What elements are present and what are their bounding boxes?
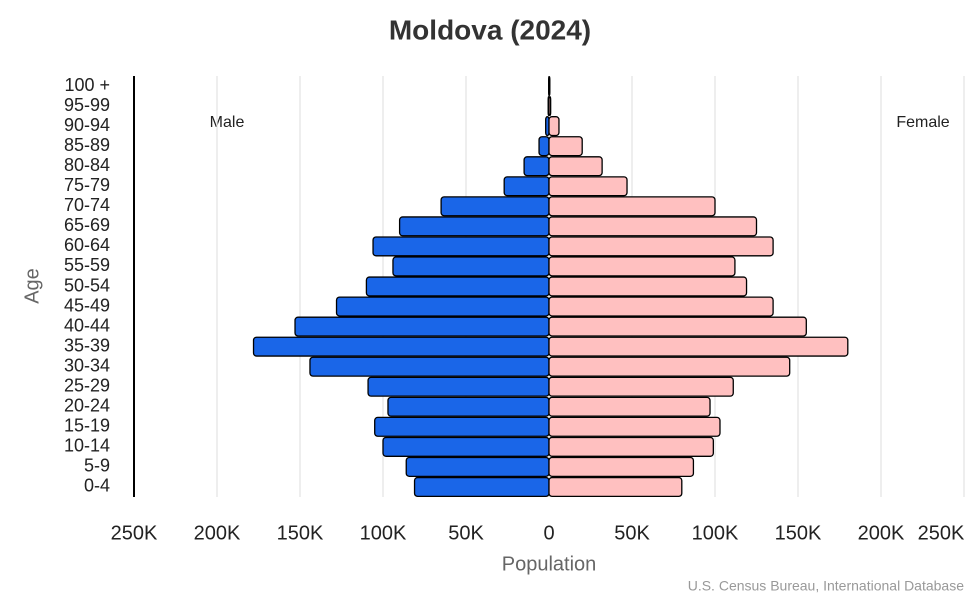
bar: [548, 176, 628, 197]
y-tick-label: 90-94: [64, 115, 110, 135]
legend-male: Male: [210, 114, 245, 131]
x-tick-label: 250K: [111, 522, 158, 544]
bar: [503, 176, 550, 197]
bar: [548, 336, 849, 357]
bar: [523, 156, 550, 177]
y-tick-label: 60-64: [64, 235, 110, 255]
x-tick-label: 150K: [277, 522, 324, 544]
y-axis-label: Age: [21, 268, 43, 304]
x-tick-label: 200K: [194, 522, 241, 544]
bar: [548, 316, 807, 337]
bar: [294, 316, 550, 337]
bar: [309, 356, 550, 377]
y-tick-label: 85-89: [64, 135, 110, 155]
y-tick-label: 55-59: [64, 255, 110, 275]
y-tick-label: 65-69: [64, 215, 110, 235]
x-tick-label: 100K: [360, 522, 407, 544]
bar: [548, 116, 560, 137]
bar: [387, 396, 550, 417]
x-tick-label: 0: [543, 522, 554, 544]
bar: [252, 336, 550, 357]
bar: [538, 136, 550, 157]
chart-title: Moldova (2024): [389, 14, 591, 45]
x-tick-label: 50K: [614, 522, 650, 544]
bar: [548, 256, 736, 277]
x-tick-label: 200K: [858, 522, 905, 544]
bar: [548, 376, 734, 397]
bar: [548, 136, 583, 157]
y-tick-label: 5-9: [84, 456, 110, 476]
y-tick-label: 95-99: [64, 95, 110, 115]
bar: [374, 416, 550, 437]
bar: [392, 256, 550, 277]
bar: [398, 216, 550, 237]
y-tick-label: 45-49: [64, 295, 110, 315]
bar: [548, 75, 551, 97]
bar: [405, 456, 550, 478]
bar: [548, 456, 695, 478]
y-tick-label: 30-34: [64, 355, 110, 375]
bar: [548, 216, 758, 237]
source-note: U.S. Census Bureau, International Databa…: [688, 578, 964, 594]
bar: [548, 95, 552, 117]
bar: [382, 436, 550, 457]
y-tick-label: 15-19: [64, 416, 110, 436]
bar: [548, 396, 711, 417]
y-tick-label: 80-84: [64, 155, 110, 175]
bar: [548, 356, 791, 377]
y-tick-label: 75-79: [64, 175, 110, 195]
y-tick-label: 70-74: [64, 195, 110, 215]
x-axis-label: Population: [502, 553, 597, 575]
y-tick-label: 35-39: [64, 335, 110, 355]
x-tick-label: 50K: [448, 522, 484, 544]
bar: [548, 416, 721, 437]
x-tick-label: 250K: [918, 522, 965, 544]
bar: [367, 376, 550, 397]
bar: [413, 476, 550, 498]
y-tick-label: 50-54: [64, 275, 110, 295]
bar: [440, 196, 550, 217]
bar: [548, 156, 603, 177]
y-tick-label: 20-24: [64, 396, 110, 416]
y-tick-label: 10-14: [64, 436, 110, 456]
bar: [548, 236, 774, 257]
bar: [548, 476, 683, 498]
y-tick-label: 100 +: [64, 75, 110, 95]
x-tick-label: 100K: [692, 522, 739, 544]
bar: [335, 296, 550, 317]
y-tick-label: 40-44: [64, 315, 110, 335]
bar: [548, 196, 716, 217]
bar: [548, 276, 748, 297]
bar: [548, 436, 714, 457]
bar: [365, 276, 550, 297]
y-tick-label: 25-29: [64, 375, 110, 395]
bar: [372, 236, 550, 257]
bar: [548, 296, 774, 317]
x-tick-label: 150K: [775, 522, 822, 544]
legend-female: Female: [896, 114, 949, 131]
y-tick-label: 0-4: [84, 476, 110, 496]
